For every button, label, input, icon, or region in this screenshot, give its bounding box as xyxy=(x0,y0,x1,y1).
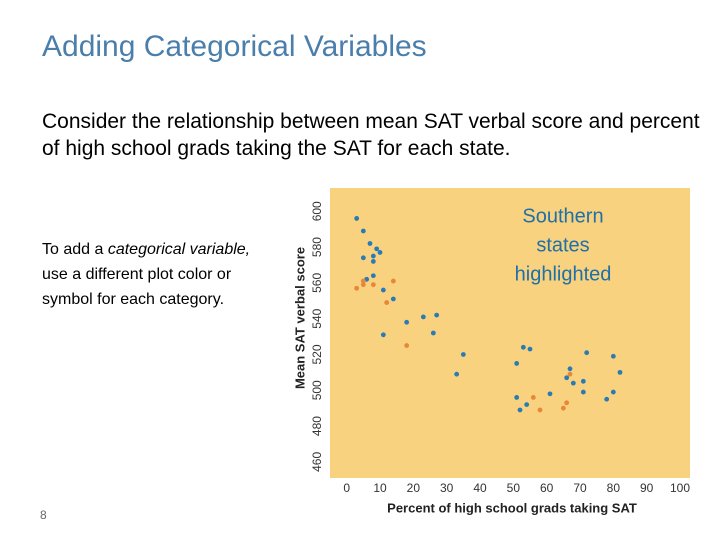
point xyxy=(514,361,520,366)
annotation: states xyxy=(536,234,589,256)
x-tick-label: 0 xyxy=(343,481,350,495)
x-tick-label: 50 xyxy=(507,481,521,495)
y-tick-label: 540 xyxy=(310,308,324,328)
annotation: highlighted xyxy=(515,263,612,285)
point xyxy=(430,330,436,336)
point xyxy=(360,278,366,284)
point xyxy=(434,312,440,318)
point xyxy=(564,400,570,406)
point xyxy=(390,278,396,284)
x-tick-label: 80 xyxy=(607,481,621,495)
point xyxy=(454,371,460,377)
point xyxy=(547,391,553,397)
point xyxy=(617,369,623,375)
slide-title: Adding Categorical Variables xyxy=(42,30,427,63)
point xyxy=(567,366,573,372)
x-tick-label: 40 xyxy=(473,481,487,495)
side-text: To add a categorical variable, use a dif… xyxy=(42,237,257,312)
point xyxy=(360,282,366,288)
page-number: 8 xyxy=(40,508,47,522)
point xyxy=(404,343,410,348)
point xyxy=(404,319,410,325)
point xyxy=(370,273,376,279)
point xyxy=(580,378,586,384)
point xyxy=(460,352,466,357)
point xyxy=(520,344,526,350)
x-tick-label: 10 xyxy=(373,481,387,495)
point xyxy=(420,314,426,320)
point xyxy=(524,402,530,408)
y-tick-label: 480 xyxy=(310,416,324,436)
point xyxy=(560,405,566,411)
point xyxy=(514,395,520,400)
point xyxy=(354,285,360,291)
point xyxy=(610,353,616,359)
text-run: To add a xyxy=(42,241,108,258)
point xyxy=(377,250,383,255)
y-tick-label: 560 xyxy=(310,273,324,293)
x-tick-label: 100 xyxy=(670,481,690,495)
point xyxy=(380,332,386,338)
x-tick-label: 90 xyxy=(640,481,654,495)
point xyxy=(570,380,576,386)
y-tick-label: 500 xyxy=(310,380,324,400)
point xyxy=(564,375,570,381)
point xyxy=(384,300,390,305)
point xyxy=(360,255,366,261)
y-tick-label: 460 xyxy=(310,452,324,472)
y-axis-label: Mean SAT verbal score xyxy=(292,247,307,389)
point xyxy=(354,216,360,221)
point xyxy=(370,253,376,259)
y-tick-label: 600 xyxy=(310,201,324,221)
body-text: Consider the relationship between mean S… xyxy=(42,110,700,160)
x-tick-label: 70 xyxy=(573,481,587,495)
point xyxy=(370,258,376,264)
point xyxy=(527,346,533,352)
x-axis-label: Percent of high school grads taking SAT xyxy=(387,500,637,515)
point xyxy=(567,371,573,377)
plot-background xyxy=(330,188,690,478)
point xyxy=(380,287,386,293)
point xyxy=(390,296,396,302)
point xyxy=(580,389,586,395)
x-tick-label: 30 xyxy=(440,481,454,495)
point xyxy=(530,395,536,400)
point xyxy=(537,407,543,413)
point xyxy=(610,389,616,395)
point xyxy=(360,228,366,234)
point xyxy=(374,246,380,252)
point xyxy=(604,396,610,402)
point xyxy=(517,407,523,413)
point xyxy=(370,282,376,288)
x-tick-label: 20 xyxy=(407,481,421,495)
point xyxy=(367,241,373,246)
point xyxy=(584,350,590,356)
text-run: categorical variable, xyxy=(107,241,251,258)
y-tick-label: 520 xyxy=(310,344,324,364)
x-tick-label: 60 xyxy=(540,481,554,495)
text-run: use a different plot color or symbol for… xyxy=(42,266,232,308)
y-tick-label: 580 xyxy=(310,237,324,257)
annotation: Southern xyxy=(522,205,603,227)
